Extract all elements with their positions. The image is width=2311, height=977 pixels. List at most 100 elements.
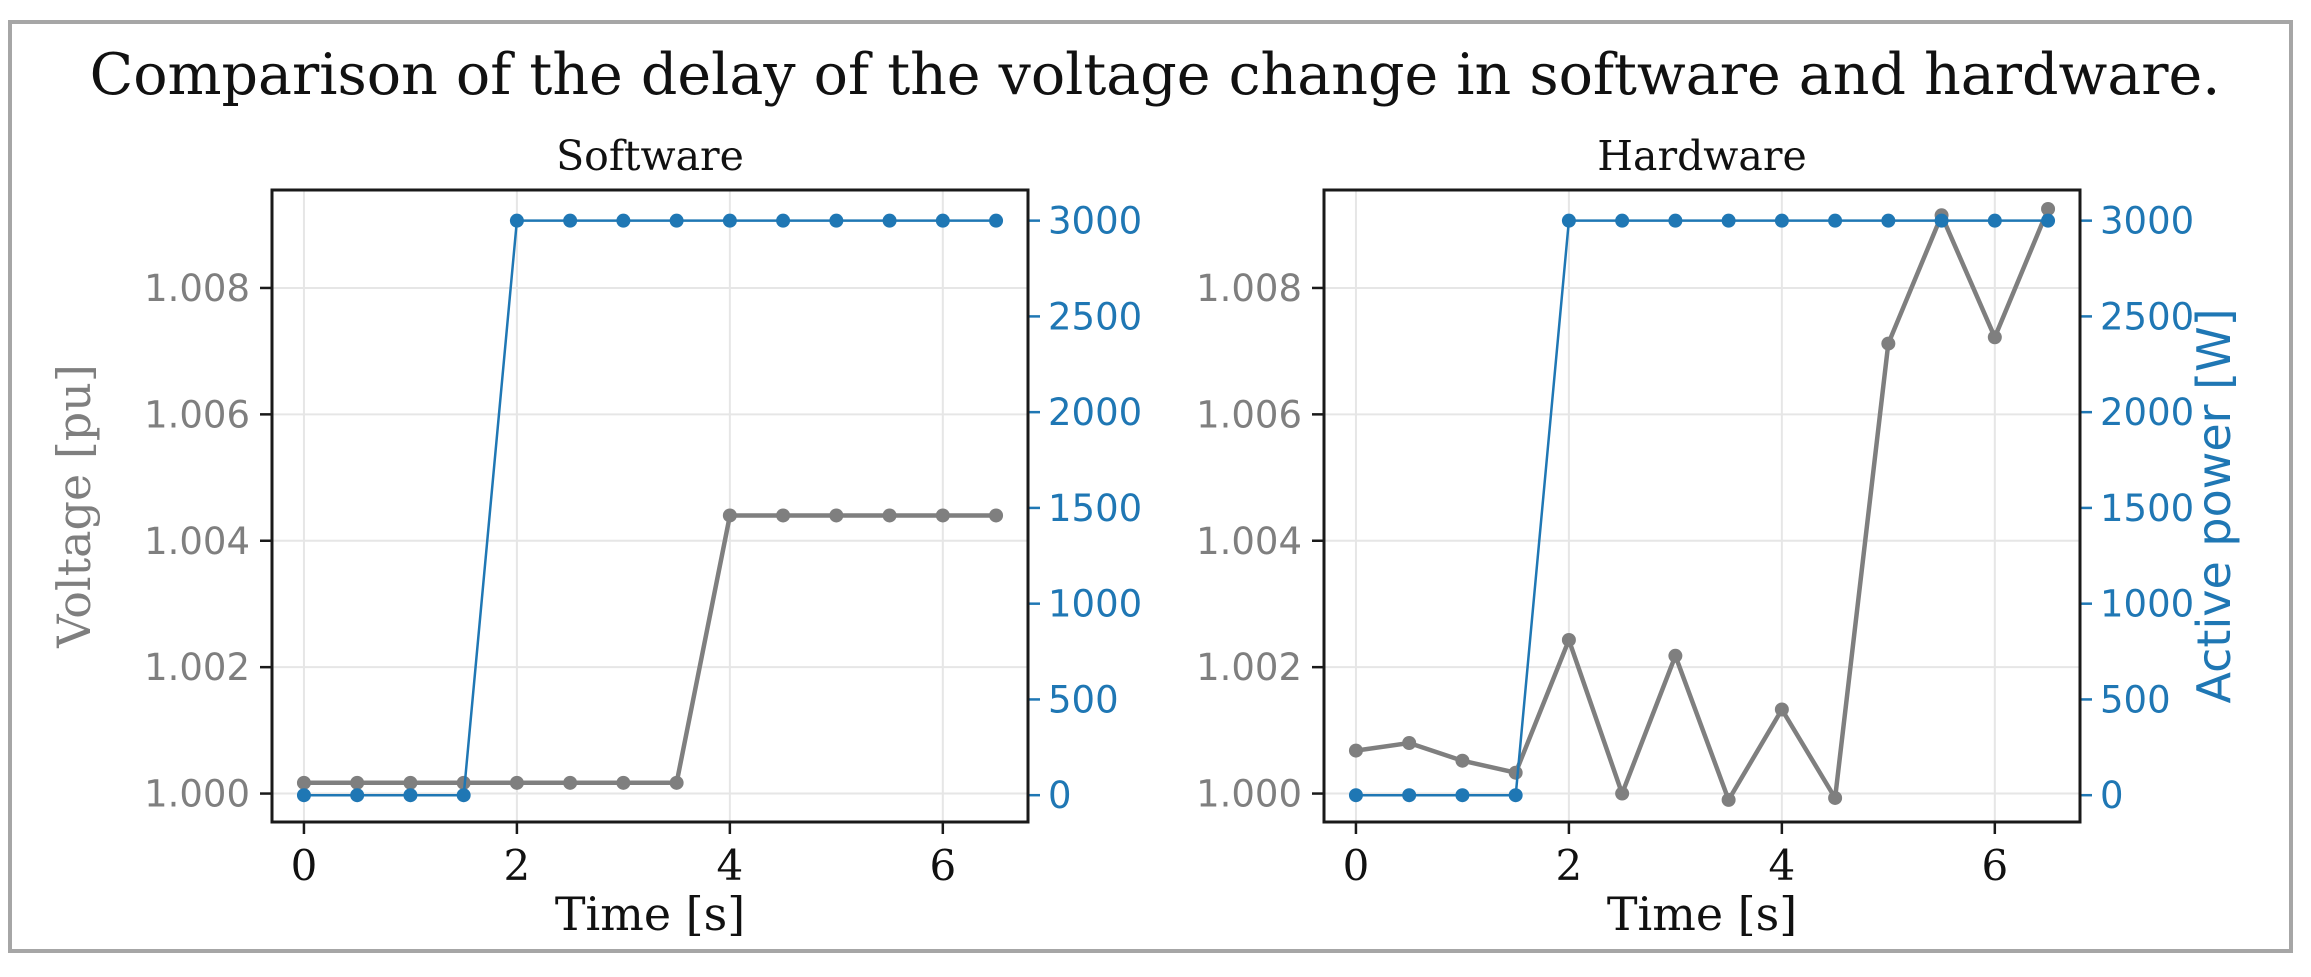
power-point [1455,788,1470,803]
voltage-point [1615,786,1630,801]
plot-frame [1322,188,2082,824]
left-y-tick-label: 1.000 [1196,773,1302,816]
voltage-point [616,775,631,790]
left-y-tick-label: 1.008 [144,267,250,310]
voltage-point [403,775,418,790]
voltage-line [1355,208,2051,803]
voltage-point [1828,790,1843,805]
power-point [1508,788,1523,803]
voltage-point [1668,648,1683,663]
power-point [1828,213,1843,228]
power-point [403,788,418,803]
left-y-tick-label: 1.006 [1196,393,1302,436]
power-point [1402,788,1417,803]
voltage-point [2041,201,2056,216]
power-point [935,213,950,228]
voltage-point [829,508,844,523]
power-point [1881,213,1896,228]
x-axis-label: Time [s] [1607,887,1797,941]
left-y-tick-label: 1.006 [144,393,250,436]
voltage-point [1721,792,1736,807]
voltage-point [1774,702,1789,717]
chart-title: Comparison of the delay of the voltage c… [90,42,2221,108]
panel-software: Software 0 2 4 6 Time [s] 1.000 1.002 1.004 1.006… [47,132,1142,941]
power-point [776,213,791,228]
x-tick-label: 4 [716,841,743,890]
figure-frame [8,20,2293,953]
power-point [1561,213,1576,228]
left-y-tick-label: 1.002 [1196,646,1302,689]
voltage-point [1508,765,1523,780]
voltage-point [935,508,950,523]
power-point [1721,213,1736,228]
power-point [1348,788,1363,803]
voltage-point [989,508,1004,523]
power-point [669,213,684,228]
panel-title: Software [556,132,744,180]
x-tick-label: 2 [504,841,531,890]
voltage-point [669,775,684,790]
power-point [563,213,578,228]
power-series [1348,213,2056,803]
right-y-tick-label: 1500 [1048,487,1142,530]
right-y-tick-label: 2000 [2100,391,2194,434]
power-series [296,213,1004,803]
voltage-point [563,775,578,790]
x-tick-label: 4 [1768,841,1795,890]
left-y-tick-label: 1.002 [144,646,250,689]
power-point [722,213,737,228]
voltage-point [1987,330,2002,345]
right-y-tick-label: 1500 [2100,487,2194,530]
left-y-tick-label: 1.008 [1196,267,1302,310]
panel-title: Hardware [1597,132,1806,180]
panel-hardware: Hardware 0 2 4 6 Time [s] 1.000 1.002 1.004 1.006… [1196,132,2241,941]
voltage-point [509,775,524,790]
voltage-line [303,513,997,786]
voltage-point [1561,632,1576,647]
power-line [1355,219,2049,797]
power-point [2041,213,2056,228]
power-point [1987,213,2002,228]
left-y-tick-label: 1.000 [144,773,250,816]
right-y-tick-label: 1000 [2100,583,2194,626]
voltage-point [1348,743,1363,758]
voltage-point [1402,736,1417,750]
right-y-tick-label: 0 [2100,774,2124,817]
right-y-tick-label: 3000 [1048,200,1142,243]
voltage-point [350,775,365,790]
voltage-point [776,508,791,523]
power-point [616,213,631,228]
right-y-tick-label: 500 [2100,678,2171,721]
right-y-tick-label: 0 [1048,774,1072,817]
power-line [303,219,997,797]
right-y-tick-label: 3000 [2100,200,2194,243]
power-point [829,213,844,228]
x-tick-label: 6 [929,841,956,890]
right-y-tick-label: 1000 [1048,583,1142,626]
voltage-point [296,775,311,790]
power-point [1774,213,1789,228]
x-tick-label: 2 [1556,841,1583,890]
power-point [456,788,471,803]
right-y-tick-label: 2500 [2100,295,2194,338]
plot-frame [270,188,1030,824]
left-y-axis-label: Voltage [pu] [47,364,101,649]
left-y-tick-label: 1.004 [1196,520,1302,563]
voltage-point [1881,336,1896,351]
power-point [350,788,365,803]
right-y-tick-label: 2000 [1048,391,1142,434]
right-y-tick-label: 2500 [1048,295,1142,338]
power-point [882,213,897,228]
voltage-series [296,508,1004,790]
x-tick-label: 0 [291,841,318,890]
right-y-axis-label: Active power [W] [2187,308,2241,703]
power-point [989,213,1004,228]
voltage-series [1348,201,2056,807]
left-y-tick-label: 1.004 [144,520,250,563]
right-y-tick-label: 500 [1048,678,1119,721]
voltage-point [1455,753,1470,768]
power-point [1934,213,1949,228]
x-axis-label: Time [s] [555,887,745,941]
x-tick-label: 6 [1981,841,2008,890]
